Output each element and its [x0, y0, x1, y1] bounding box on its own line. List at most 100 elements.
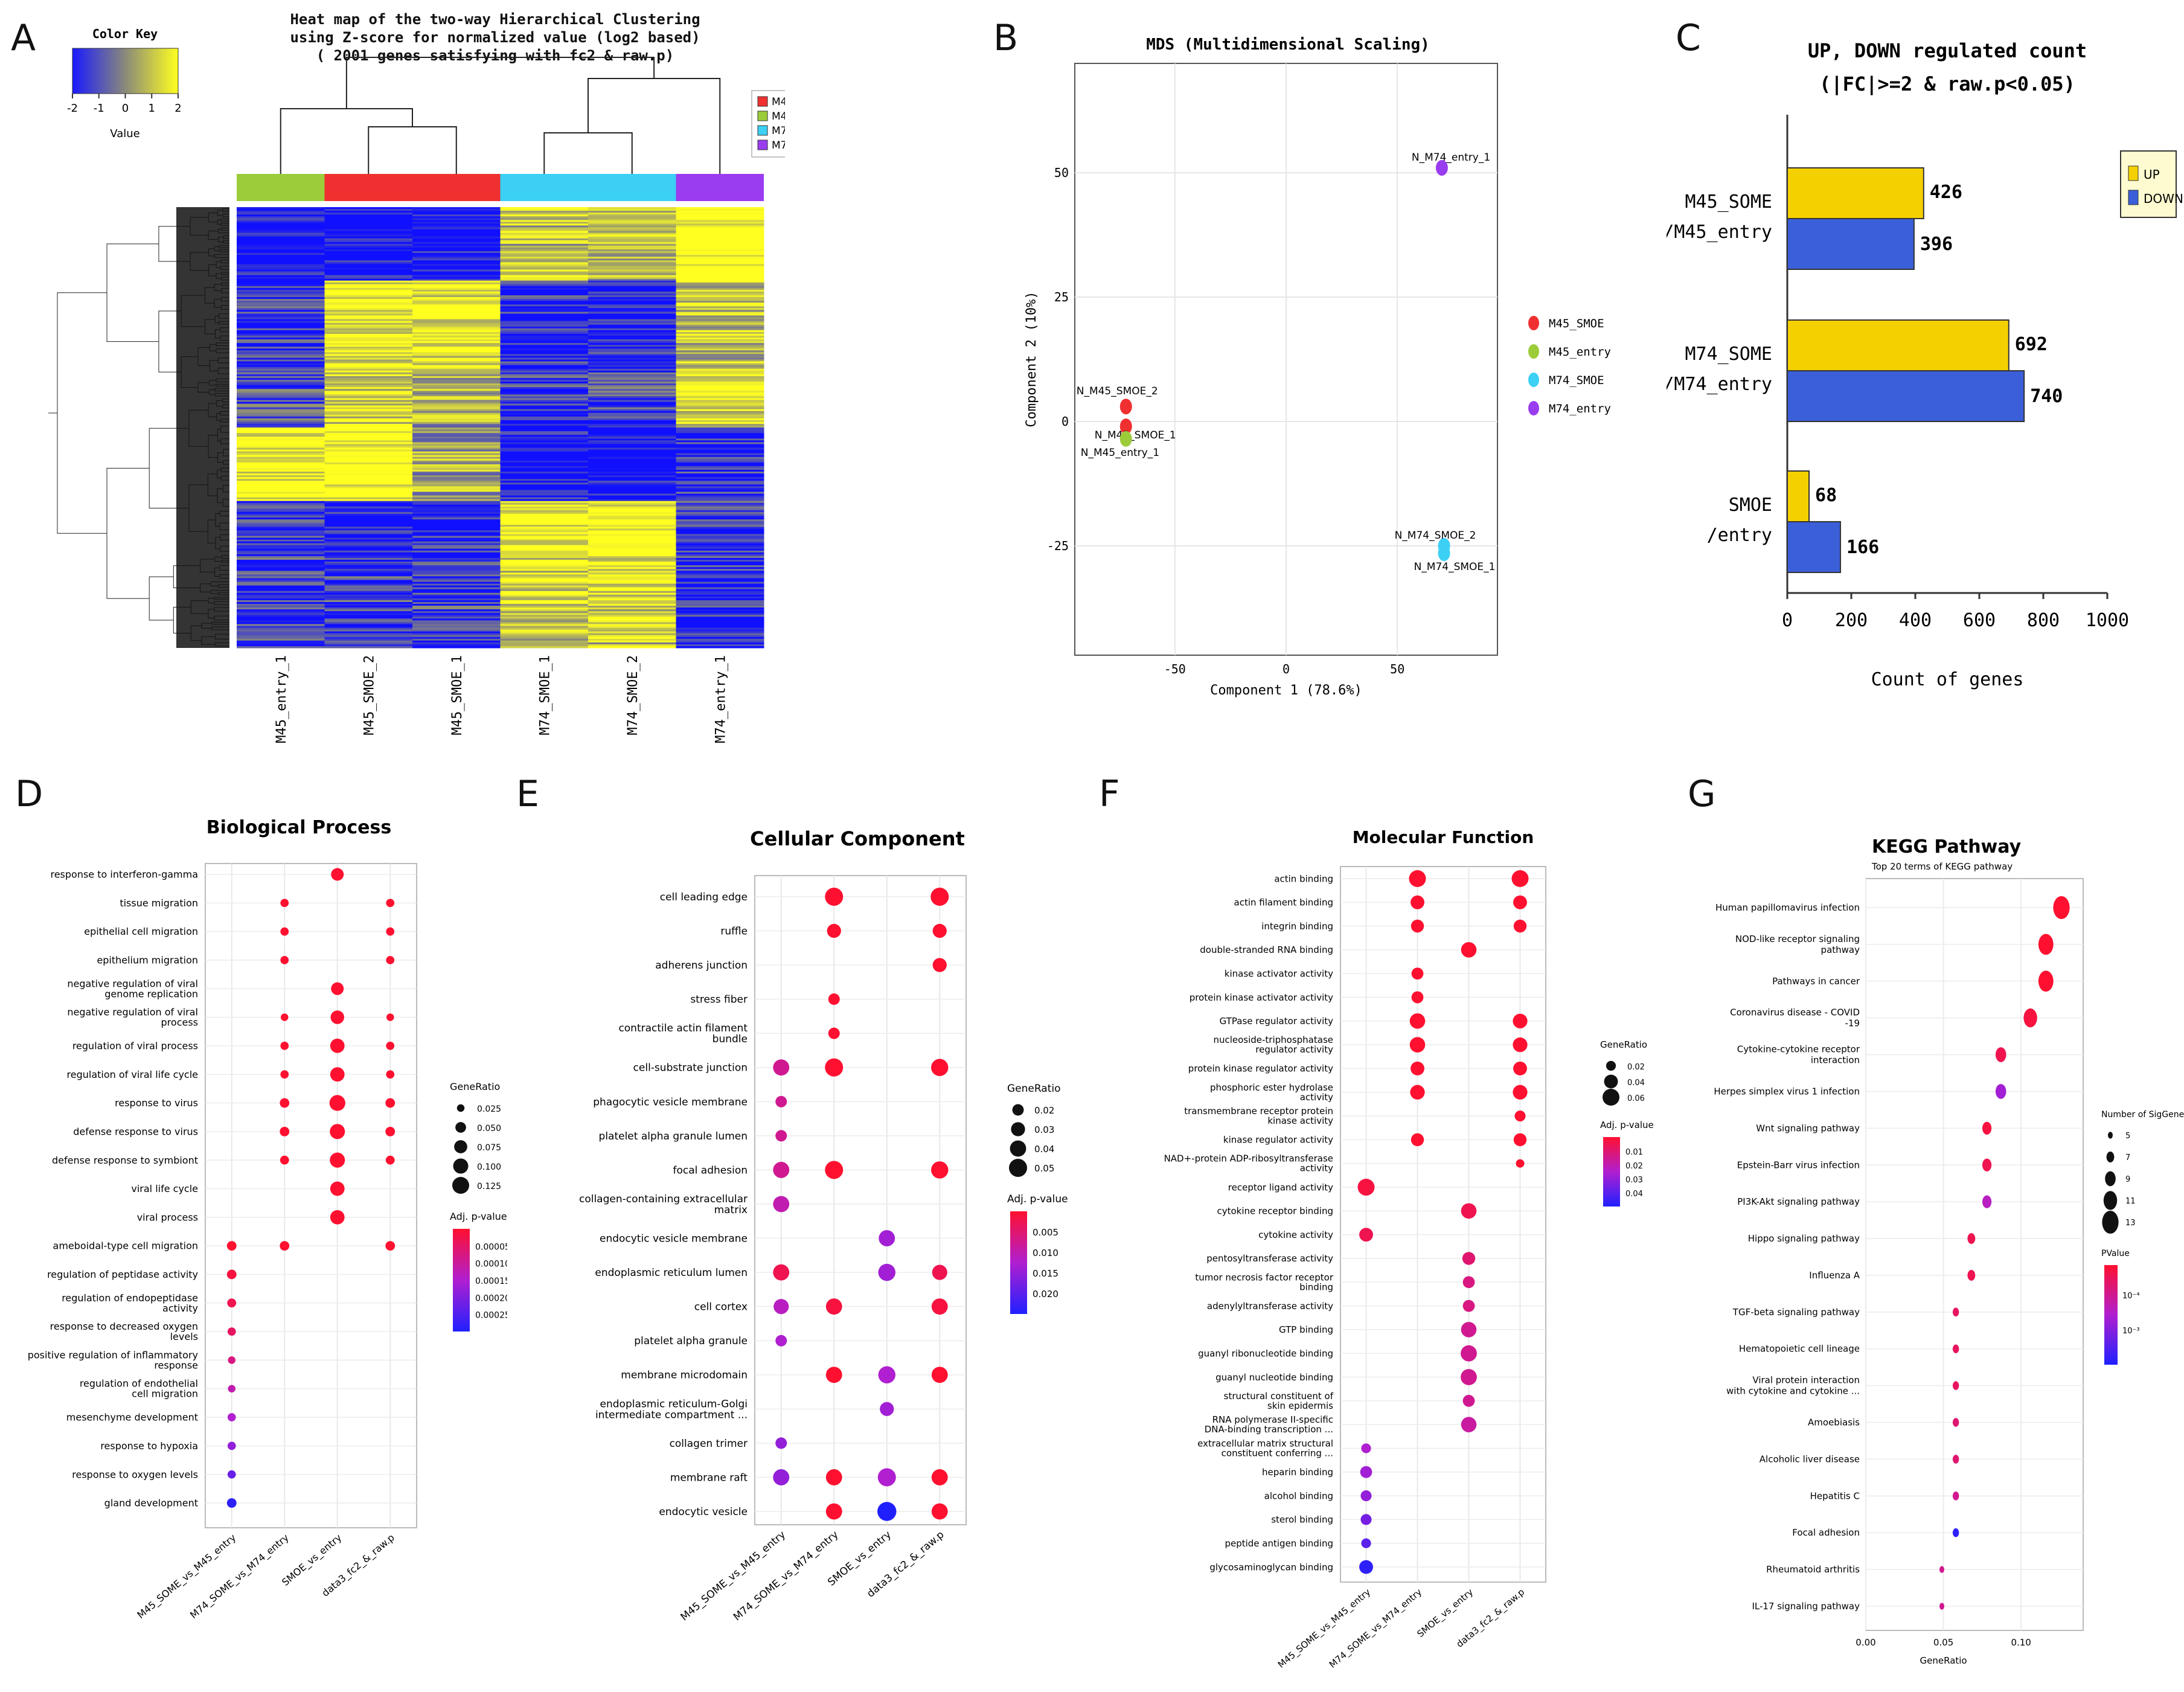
- size-legend-label: 0.04: [1627, 1078, 1645, 1088]
- heatmap-cell: [237, 333, 325, 336]
- heatmap-cell: [237, 423, 325, 426]
- dotplot-term-label: collagen trimer: [670, 1438, 748, 1450]
- color-key-value-label: Value: [110, 127, 139, 140]
- heatmap-cell: [237, 548, 325, 551]
- heatmap-cell: [500, 317, 589, 320]
- heatmap-cell: [588, 447, 676, 450]
- dotplot-term-label: negative regulation of viral: [67, 978, 198, 989]
- heatmap-cell: [237, 377, 325, 380]
- dotplot-term-label: levels: [170, 1331, 198, 1342]
- mds-y-tick-label: -25: [1047, 539, 1069, 553]
- heatmap-cell: [237, 304, 325, 307]
- heatmap-cell: [324, 398, 413, 400]
- heatmap-cell: [676, 537, 764, 540]
- heatmap-cell: [676, 348, 764, 351]
- heatmap-cell: [412, 596, 501, 599]
- heatmap-cell: [676, 339, 764, 342]
- heatmap-cell: [676, 403, 764, 406]
- heatmap-cell: [588, 513, 676, 516]
- dotplot-point: [227, 1327, 236, 1336]
- dotplot-term-label: response: [154, 1359, 198, 1371]
- heatmap-cell: [412, 460, 501, 463]
- dotplot-term-label: membrane microdomain: [621, 1370, 748, 1382]
- heatmap-cell: [237, 211, 325, 213]
- color-legend-label: 0.02: [1625, 1162, 1643, 1171]
- heatmap-cell: [412, 447, 501, 450]
- dotplot-point: [773, 1162, 790, 1178]
- kegg-term-label: Wnt signaling pathway: [1756, 1123, 1860, 1133]
- heatmap-cell: [500, 273, 589, 276]
- heatmap-cell: [676, 554, 764, 557]
- kegg-term-label: Cytokine-cytokine receptor: [1737, 1044, 1860, 1055]
- updown-x-tick-label: 1000: [2086, 610, 2129, 631]
- heatmap-cell: [676, 513, 764, 516]
- heatmap-cell: [237, 506, 325, 509]
- heatmap-cell: [676, 640, 764, 643]
- heatmap-cell: [324, 518, 413, 520]
- heatmap-cell: [588, 556, 676, 559]
- heatmap-cell: [324, 312, 413, 314]
- heatmap-cell: [412, 587, 501, 590]
- heatmap-legend-swatch: [757, 125, 768, 136]
- heatmap-cell: [237, 232, 325, 236]
- heatmap-cell: [676, 333, 764, 336]
- dotplot-point: [386, 927, 395, 936]
- heatmap-cell: [237, 405, 325, 408]
- heatmap-cell: [324, 245, 413, 248]
- kegg-point: [1952, 1307, 1959, 1317]
- heatmap-cell: [324, 516, 413, 518]
- updown-x-axis-label: Count of genes: [1871, 669, 2024, 690]
- heatmap-cell: [588, 440, 676, 443]
- category-label-line-2: /entry: [1707, 525, 1772, 546]
- heatmap-column-label: M45_SMOE_1: [450, 655, 465, 735]
- heatmap-cell: [237, 473, 325, 476]
- heatmap-cell: [676, 563, 764, 566]
- dotplot-point: [828, 1027, 840, 1039]
- heatmap-cell: [324, 402, 413, 404]
- heatmap-cell: [324, 442, 413, 444]
- heatmap-cell: [324, 545, 413, 548]
- heatmap-cell: [324, 469, 413, 472]
- heatmap-cell: [676, 326, 764, 329]
- heatmap-cell: [237, 253, 325, 255]
- heatmap-cell: [412, 223, 501, 226]
- heatmap-cell: [500, 266, 589, 268]
- dotplot-term-label: positive regulation of inflammatory: [28, 1349, 198, 1360]
- heatmap-cell: [324, 437, 413, 439]
- dotplot-x-label: M74_SOME_vs_M74_entry: [1327, 1586, 1424, 1670]
- heatmap-cell: [237, 635, 325, 638]
- updown-x-tick-label: 200: [1835, 610, 1868, 631]
- heatmap-cell: [237, 611, 325, 614]
- heatmap-cell: [676, 511, 764, 514]
- heatmap-cell: [500, 416, 589, 419]
- dotplot-point: [825, 1367, 842, 1383]
- size-legend-dot: [1010, 1140, 1026, 1157]
- heatmap-cell: [324, 563, 413, 566]
- color-key-gradient: [72, 48, 179, 94]
- heatmap-cell: [676, 211, 764, 213]
- heatmap-cell: [676, 606, 764, 608]
- heatmap-cell: [676, 306, 764, 309]
- heatmap-cell: [237, 460, 325, 463]
- heatmap-cell: [237, 490, 325, 492]
- heatmap-cell: [237, 620, 325, 623]
- heatmap-cell: [676, 240, 764, 243]
- heatmap-cell: [412, 495, 501, 498]
- heatmap-cell: [324, 479, 413, 481]
- heatmap-cell: [237, 411, 325, 414]
- heatmap-cell: [588, 567, 676, 569]
- heatmap-cell: [588, 368, 676, 371]
- heatmap-cell: [324, 546, 413, 550]
- heatmap-cell: [324, 306, 413, 309]
- heatmap-cell: [412, 508, 501, 511]
- heatmap-cell: [676, 213, 764, 215]
- heatmap-cell: [237, 482, 325, 485]
- heatmap-column-label: M74_SMOE_2: [626, 655, 641, 735]
- dotplot-point: [825, 1469, 842, 1485]
- heatmap-cell: [676, 414, 764, 417]
- panel-letter-g: G: [1688, 773, 1716, 815]
- dotplot-point: [227, 1298, 237, 1308]
- heatmap-cell: [237, 618, 325, 621]
- heatmap-cell: [676, 269, 764, 272]
